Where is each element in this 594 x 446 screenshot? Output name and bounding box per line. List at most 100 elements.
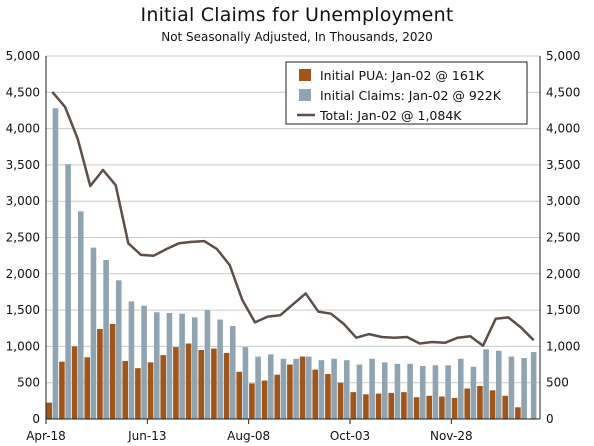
bar-initial-claims (217, 319, 223, 419)
bar-initial-pua (198, 350, 205, 419)
y-tick-label-right: 2,500 (546, 231, 580, 245)
bar-initial-claims (305, 356, 312, 419)
bar-initial-pua (350, 392, 357, 419)
bar-initial-pua (375, 393, 382, 419)
y-tick-label-left: 2,000 (6, 267, 40, 281)
legend-swatch-claims (299, 89, 311, 101)
y-tick-label-left: 1,000 (6, 339, 40, 353)
bar-initial-claims (153, 312, 160, 419)
bar-initial-claims (470, 366, 477, 419)
legend-swatch-pua (299, 69, 311, 81)
y-tick-label-left: 1,500 (6, 303, 40, 317)
bar-initial-claims (141, 305, 147, 419)
bar-initial-pua (46, 402, 53, 419)
y-tick-label-left: 3,000 (6, 194, 40, 208)
legend-label-pua: Initial PUA: Jan-02 @ 161K (320, 68, 485, 83)
bar-initial-pua (109, 323, 116, 419)
axes: 0 0 500 500 1,000 1,000 1,500 1,500 2,000 2,000 2,… (6, 49, 581, 443)
gridlines (46, 55, 540, 384)
bar-initial-pua (97, 328, 103, 419)
bar-initial-claims (204, 310, 211, 419)
bar-initial-pua (299, 356, 306, 419)
legend-box (285, 61, 528, 125)
x-tick-label: Apr-18 (26, 429, 66, 443)
line-total (51, 91, 535, 347)
bar-initial-pua (274, 374, 281, 419)
y-tick-label-right: 3,500 (546, 158, 580, 172)
bar-initial-claims (419, 366, 426, 419)
bar-initial-claims (115, 280, 122, 419)
bar-initial-claims (318, 360, 325, 419)
total-line (51, 91, 535, 347)
y-tick-label-left: 4,000 (6, 122, 40, 136)
bar-initial-claims (77, 211, 84, 419)
bar-initial-claims (530, 352, 537, 419)
bar-initial-claims (229, 326, 236, 419)
bar-initial-pua (451, 397, 458, 419)
bar-initial-claims (65, 164, 71, 419)
bar-initial-claims (356, 364, 363, 419)
bar-initial-pua (388, 392, 395, 419)
bar-initial-claims (191, 317, 198, 419)
y-tick-label-left: 0 (32, 412, 40, 426)
bar-initial-pua (439, 396, 445, 419)
y-tick-label-left: 3,500 (6, 158, 40, 172)
bar-initial-claims (495, 350, 502, 419)
legend-label-claims: Initial Claims: Jan-02 @ 922K (320, 88, 502, 103)
bar-initial-pua (59, 361, 65, 419)
bar-initial-pua (173, 347, 179, 419)
bar-initial-pua (249, 383, 255, 419)
y-tick-label-left: 500 (17, 376, 40, 390)
bar-initial-pua (287, 364, 293, 419)
bar-initial-pua (325, 373, 331, 419)
bar-initial-claims (90, 247, 97, 419)
bar-initial-pua (71, 346, 78, 419)
bar-initial-pua (211, 348, 217, 419)
bar-initial-claims (166, 313, 173, 419)
y-tick-label-right: 2,000 (546, 267, 580, 281)
bar-initial-claims (331, 358, 337, 419)
bar-initial-pua (160, 355, 167, 419)
bar-initial-claims (128, 301, 135, 419)
bar-initial-claims (369, 358, 375, 419)
y-tick-label-right: 3,000 (546, 194, 580, 208)
bar-initial-pua (84, 357, 91, 419)
y-tick-label-right: 1,000 (546, 339, 580, 353)
bar-initial-claims (432, 365, 439, 419)
bar-initial-pua (363, 394, 369, 419)
y-tick-label-left: 5,000 (6, 49, 40, 63)
bar-initial-pua (515, 407, 521, 419)
bar-initial-pua (489, 390, 496, 419)
bar-initial-pua (477, 385, 483, 419)
bar-initial-claims (407, 363, 413, 419)
y-tick-label-right: 0 (546, 412, 554, 426)
chart-title: Initial Claims for Unemployment (140, 4, 454, 26)
bar-initial-claims (179, 313, 185, 419)
bar-initial-pua (337, 382, 344, 419)
y-tick-label-right: 4,000 (546, 122, 580, 136)
bar-initial-pua (185, 343, 192, 419)
bar-initial-pua (401, 392, 407, 419)
bar-initial-claims (381, 362, 388, 419)
bars (46, 108, 537, 419)
bar-initial-claims (267, 354, 274, 419)
bar-initial-pua (502, 395, 509, 419)
bar-initial-claims (457, 358, 464, 419)
bar-initial-pua (122, 360, 129, 419)
bar-initial-claims (343, 360, 350, 419)
bar-initial-claims (483, 349, 489, 419)
legend: Initial PUA: Jan-02 @ 161K Initial Claim… (285, 61, 528, 125)
chart-subtitle: Not Seasonally Adjusted, In Thousands, 2… (161, 30, 433, 44)
bar-initial-claims (445, 365, 451, 419)
y-tick-label-right: 4,500 (546, 85, 580, 99)
bar-initial-pua (261, 380, 268, 419)
bar-initial-claims (242, 347, 249, 419)
bar-initial-pua (135, 368, 141, 419)
bar-initial-claims (521, 358, 527, 419)
bar-initial-claims (280, 358, 287, 419)
bar-initial-claims (508, 356, 515, 419)
bar-initial-pua (464, 388, 471, 419)
x-tick-label: Oct-03 (330, 429, 370, 443)
bar-initial-claims (103, 260, 109, 419)
